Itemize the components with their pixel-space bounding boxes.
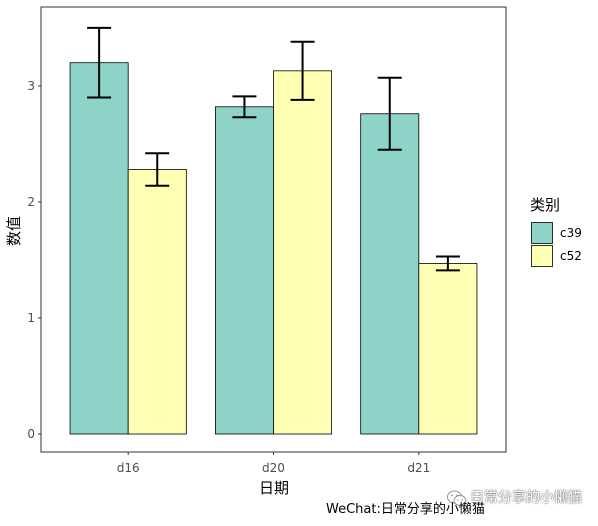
x-tick-label: d20 bbox=[262, 461, 285, 475]
watermark-text: 日常分享的小懒猫 bbox=[470, 490, 582, 506]
y-axis-title: 数值 bbox=[5, 216, 23, 246]
x-axis-title: 日期 bbox=[259, 479, 289, 497]
x-tick-label: d16 bbox=[117, 461, 140, 475]
bar-d21-c52 bbox=[418, 263, 478, 435]
errorbar-d21-c39 bbox=[377, 76, 402, 151]
y-tick-label: 2 bbox=[27, 195, 35, 209]
errorbar-d16-c52 bbox=[145, 152, 170, 187]
legend-item-c52: c52 bbox=[531, 245, 582, 267]
legend-key bbox=[531, 245, 553, 267]
footer-caption: WeChat:日常分享的小懒猫 bbox=[326, 502, 485, 517]
x-tick-label: d21 bbox=[407, 461, 430, 475]
errorbars-layer bbox=[87, 26, 460, 272]
wechat-watermark: 日常分享的小懒猫 bbox=[447, 489, 582, 507]
errorbar-d20-c52 bbox=[290, 40, 315, 101]
legend-label: c39 bbox=[560, 226, 582, 240]
errorbar-d16-c39 bbox=[87, 26, 112, 99]
bars-layer bbox=[69, 62, 478, 435]
bar-d20-c52 bbox=[273, 70, 333, 435]
bar-d16-c39 bbox=[69, 62, 129, 435]
errorbar-d20-c39 bbox=[232, 95, 257, 119]
legend-title: 类别 bbox=[530, 196, 560, 214]
wechat-icon bbox=[447, 490, 467, 507]
legend-label: c52 bbox=[560, 249, 582, 263]
y-axis: 0 1 2 3 bbox=[27, 79, 41, 441]
y-tick-label: 1 bbox=[27, 311, 35, 325]
legend: 类别 c39 c52 bbox=[530, 196, 582, 267]
x-axis: d16 d20 d21 bbox=[117, 452, 430, 475]
errorbar-d21-c52 bbox=[435, 255, 460, 272]
bar-d16-c52 bbox=[127, 169, 187, 435]
legend-key bbox=[531, 222, 553, 244]
legend-items: c39 c52 bbox=[531, 222, 582, 267]
y-tick-label: 3 bbox=[27, 79, 35, 93]
bar-d21-c39 bbox=[360, 113, 420, 435]
legend-item-c39: c39 bbox=[531, 222, 582, 244]
bar-d20-c39 bbox=[214, 106, 274, 435]
y-tick-label: 0 bbox=[27, 427, 35, 441]
